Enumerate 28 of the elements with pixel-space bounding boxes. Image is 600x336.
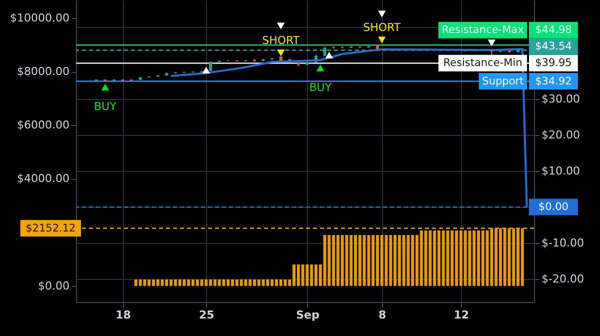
x-tick-label: 12: [454, 308, 470, 322]
text: SHORT: [363, 20, 401, 34]
annotation: Resistance-Max: [442, 24, 524, 36]
text: BUY: [94, 100, 116, 114]
ref-line-label: $43.54: [535, 40, 572, 53]
y2-tick-label: $30.00: [542, 92, 580, 106]
x-tick-label: 18: [116, 308, 131, 322]
y-tick-label: $8000.00: [17, 65, 70, 78]
x-tick-label: 25: [199, 308, 214, 322]
y2-tick-label: $-10.00: [542, 236, 584, 250]
ref-line-label: $44.98: [535, 24, 572, 36]
y-tick-label: $10000.00: [10, 11, 70, 24]
y-tick-label: $6000.00: [17, 118, 70, 132]
y2-tick-label: $-20.00: [542, 272, 584, 286]
series-label: SHORT: [262, 34, 300, 47]
ref-line-label: $2152.12: [26, 222, 76, 234]
y-tick-label: $4000.00: [17, 172, 70, 186]
x-tick-label: Sep: [296, 308, 320, 322]
annotation: Support: [482, 75, 524, 88]
x-tick-label: 8: [378, 308, 386, 322]
y-tick-label: $0.00: [38, 279, 70, 292]
y2-tick-label: $10.00: [542, 164, 580, 178]
ref-line-label: $39.95: [535, 57, 572, 70]
ref-line-label: $34.92: [535, 75, 572, 88]
series-label: BUY: [309, 81, 332, 94]
annotation: Resistance-Min: [443, 57, 522, 70]
y2-tick-label: $20.00: [542, 128, 580, 142]
ref-line-label: $0.00: [538, 200, 568, 213]
